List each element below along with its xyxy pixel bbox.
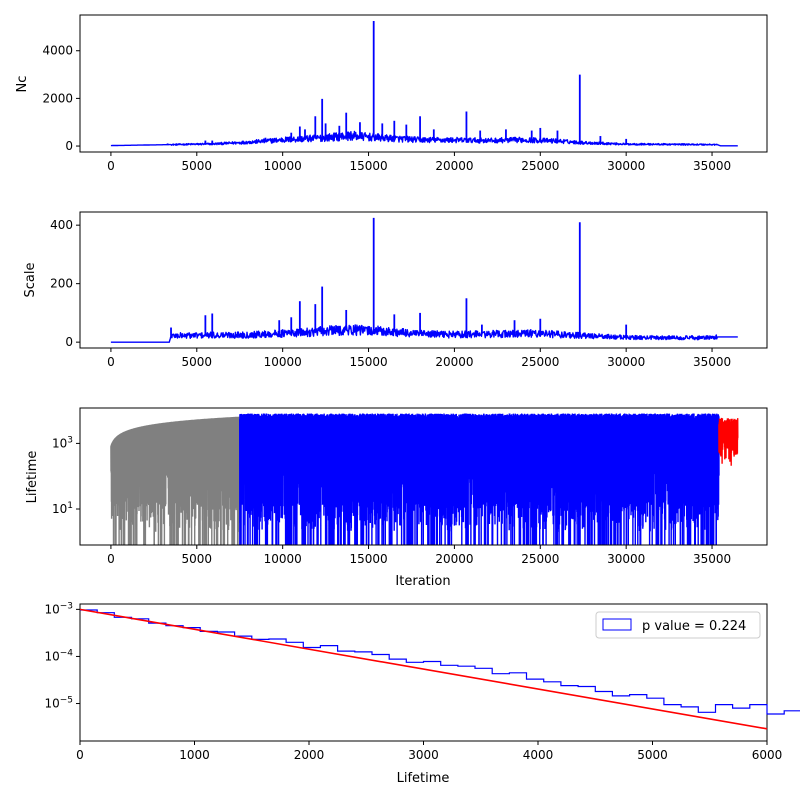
y-tick-label: 101 [52,501,73,516]
legend-label: p value = 0.224 [642,619,746,634]
series-line [110,324,739,343]
lifetime-y-ticks: 101 103 [52,435,80,516]
lifetime-series-red [718,417,739,466]
lifetime-ylabel: Lifetime [25,451,40,504]
histogram-x-ticks: 0 1000 2000 3000 4000 5000 6000 [76,741,782,762]
y-tick-label: 10−4 [44,648,73,663]
scale-series [110,217,739,343]
nc-x-ticks: 0 5000 10000 15000 20000 25000 30000 35000 [107,152,731,173]
x-tick-label: 20000 [435,159,473,173]
legend-swatch [602,618,632,631]
y-tick-label: 4000 [42,44,73,58]
x-tick-label: 25000 [521,159,559,173]
nc-y-ticks: 0 2000 4000 [42,44,80,153]
scale-axes-frame [79,211,768,349]
x-tick-label: 0 [76,748,84,762]
scale-y-ticks: 0 200 400 [50,218,80,349]
x-tick-label: 0 [107,552,115,566]
x-tick-label: 10000 [264,355,302,369]
x-tick-label: 0 [107,355,115,369]
histogram-legend: p value = 0.224 [595,611,761,639]
lifetime-series [110,413,739,546]
histogram-series [79,608,800,730]
x-tick-label: 25000 [521,552,559,566]
nc-ylabel: Nc [15,76,30,93]
legend-box [595,611,761,639]
x-tick-label: 25000 [521,355,559,369]
lifetime-series-gray [110,416,241,546]
x-tick-label: 10000 [264,159,302,173]
lifetime-panel: 0 5000 10000 15000 20000 25000 30000 35000 1011… [25,407,768,589]
x-tick-label: 20000 [435,355,473,369]
x-tick-label: 4000 [523,748,554,762]
x-tick-label: 0 [107,159,115,173]
scale-x-ticks: 0 5000 10000 15000 20000 25000 30000 35000 [107,348,731,369]
y-tick-label: 0 [65,139,73,153]
y-tick-label: 10−3 [44,601,73,616]
x-tick-label: 15000 [349,552,387,566]
x-tick-label: 35000 [693,159,731,173]
x-tick-label: 1000 [179,748,210,762]
y-tick-label: 200 [50,277,73,291]
x-tick-label: 6000 [752,748,783,762]
histogram-y-ticks: 10−5 10−4 10−3 [44,601,80,711]
lifetime-x-ticks: 0 5000 10000 15000 20000 25000 30000 35000 [107,545,731,566]
x-tick-label: 35000 [693,552,731,566]
fit-line [79,608,768,730]
y-tick-label: 10−5 [44,696,73,711]
x-tick-label: 5000 [637,748,668,762]
y-tick-label: 0 [65,335,73,349]
x-tick-label: 30000 [607,159,645,173]
x-tick-label: 20000 [435,552,473,566]
scale-panel: 0 5000 10000 15000 20000 25000 30000 35000 0 200… [23,211,768,369]
histogram-panel: 0 1000 2000 3000 4000 5000 6000 10−5 10−4 10−3 L… [44,601,800,786]
x-tick-label: 30000 [607,552,645,566]
iteration-xlabel: Iteration [395,574,450,589]
x-tick-label: 35000 [693,355,731,369]
x-tick-label: 15000 [349,159,387,173]
x-tick-label: 2000 [294,748,325,762]
y-tick-label: 2000 [42,91,73,105]
nc-series [110,20,739,147]
nc-panel: 0 5000 10000 15000 20000 25000 30000 35000 0 200… [15,14,768,173]
series-line [110,130,739,147]
x-tick-label: 15000 [349,355,387,369]
y-tick-label: 103 [52,435,73,450]
x-tick-label: 10000 [264,552,302,566]
x-tick-label: 5000 [182,552,213,566]
histogram-step [80,609,800,715]
x-tick-label: 30000 [607,355,645,369]
x-tick-label: 5000 [182,355,213,369]
x-tick-label: 3000 [408,748,439,762]
x-tick-label: 5000 [182,159,213,173]
scale-ylabel: Scale [23,263,38,298]
lifetime-series-blue [239,413,720,546]
lifetime-xlabel: Lifetime [397,771,450,786]
lifetime-axes-frame [79,407,768,546]
y-tick-label: 400 [50,218,73,232]
nc-axes-frame [79,14,768,153]
